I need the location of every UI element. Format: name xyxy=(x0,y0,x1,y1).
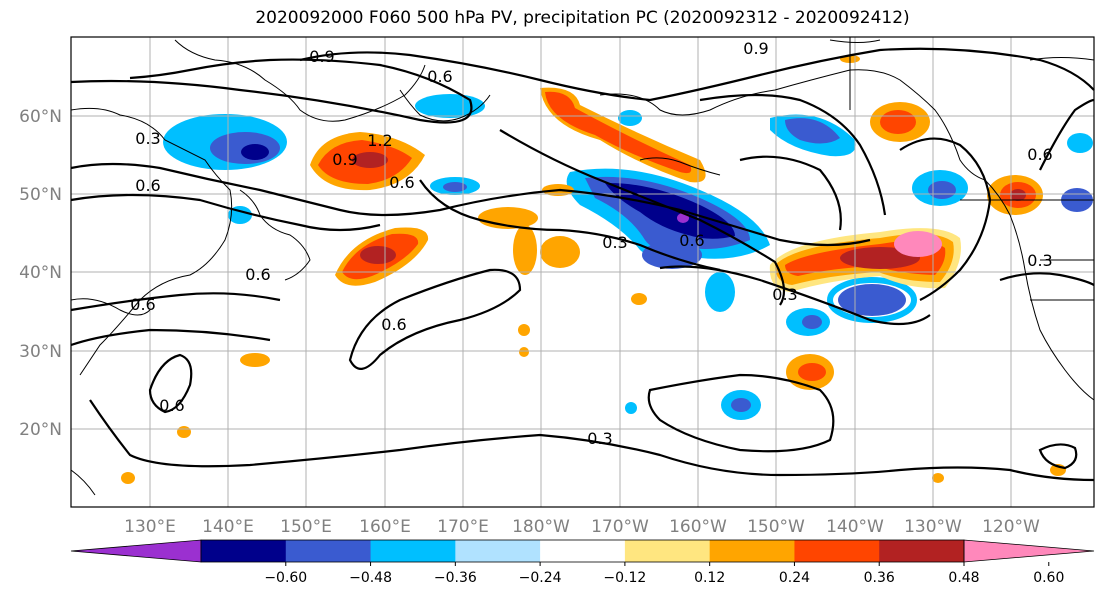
lat-label: 50°N xyxy=(19,185,62,205)
lon-label: 180°W xyxy=(512,517,570,537)
lat-label: 60°N xyxy=(19,107,62,127)
contour-label: 0.6 xyxy=(159,396,184,415)
colorbar-tick-label: 0.48 xyxy=(948,570,979,586)
colorbar-tick-label: −0.36 xyxy=(434,570,477,586)
colorbar-segment xyxy=(879,540,965,562)
colorbar-segment xyxy=(794,540,880,562)
lat-label: 20°N xyxy=(19,420,62,440)
colorbar-tick-label: 0.60 xyxy=(1033,570,1064,586)
lon-label: 140°E xyxy=(202,517,254,537)
colorbar-tick-label: −0.60 xyxy=(264,570,307,586)
contour-label: 0.3 xyxy=(135,129,160,148)
colorbar-extend-max xyxy=(963,539,1095,563)
colorbar-tick-label: 0.24 xyxy=(779,570,810,586)
contour-label: 0.6 xyxy=(1027,145,1052,164)
colorbar-tick-label: −0.48 xyxy=(349,570,392,586)
colorbar-tick-label: −0.12 xyxy=(603,570,646,586)
colorbar-segment xyxy=(201,540,287,562)
lon-label: 130°E xyxy=(124,517,176,537)
colorbar: −0.60 −0.48 −0.36 −0.24 −0.12 0.12 0.24 0.36 0.4… xyxy=(70,539,1095,586)
contour-label: 0.9 xyxy=(309,47,334,66)
lon-label: 150°E xyxy=(280,517,332,537)
lat-labels: 60°N 50°N 40°N 30°N 20°N xyxy=(19,107,62,440)
contour-label: 0.9 xyxy=(743,39,768,58)
contour-label: 0.3 xyxy=(1027,251,1052,270)
contour-label: 0.3 xyxy=(772,285,797,304)
contour-label: 0.3 xyxy=(602,233,627,252)
colorbar-tick-label: −0.24 xyxy=(519,570,562,586)
map-gridlines xyxy=(71,37,1094,507)
pv-contours xyxy=(70,47,1095,482)
colorbar-outline xyxy=(200,539,965,563)
lon-label: 120°W xyxy=(982,517,1040,537)
colorbar-segment xyxy=(370,540,456,562)
map-frame xyxy=(70,36,1095,508)
contour-label: 0.3 xyxy=(587,429,612,448)
coastlines xyxy=(70,37,1095,496)
lon-label: 140°W xyxy=(826,517,884,537)
colorbar-segment xyxy=(624,540,711,562)
lon-label: 160°W xyxy=(669,517,727,537)
map-title: 2020092000 F060 500 hPa PV, precipitatio… xyxy=(255,8,910,28)
lon-labels: 130°E 140°E 150°E 160°E 170°E 180°W 170°… xyxy=(124,517,1040,537)
colorbar-segment xyxy=(709,540,795,562)
lon-label: 150°W xyxy=(747,517,805,537)
colorbar-extend-min xyxy=(70,539,202,563)
lon-label: 170°W xyxy=(591,517,649,537)
contour-label: 0.6 xyxy=(381,315,406,334)
map-panel: 0.9 0.6 0.9 0.3 1.2 0.6 0.9 0.6 0.6 0.6 … xyxy=(70,36,1095,508)
lon-label: 160°E xyxy=(359,517,411,537)
contour-label: 0.6 xyxy=(427,67,452,86)
contour-label: 0.6 xyxy=(135,176,160,195)
colorbar-segment xyxy=(455,540,541,562)
contour-label: 0.6 xyxy=(130,295,155,314)
lon-label: 130°W xyxy=(904,517,962,537)
contour-labels: 0.9 0.6 0.9 0.3 1.2 0.6 0.9 0.6 0.6 0.6 … xyxy=(130,39,1052,448)
colorbar-segment xyxy=(540,540,626,562)
contour-label: 1.2 xyxy=(367,131,392,150)
lon-label: 170°E xyxy=(437,517,489,537)
contour-label: 0.9 xyxy=(332,150,357,169)
contour-label: 0.6 xyxy=(679,231,704,250)
contour-label: 0.6 xyxy=(389,173,414,192)
lat-label: 30°N xyxy=(19,342,62,362)
contour-label: 0.6 xyxy=(245,265,270,284)
lat-label: 40°N xyxy=(19,263,62,283)
colorbar-tick-label: 0.12 xyxy=(694,570,725,586)
colorbar-tick-label: 0.36 xyxy=(864,570,895,586)
colorbar-segment xyxy=(285,540,372,562)
